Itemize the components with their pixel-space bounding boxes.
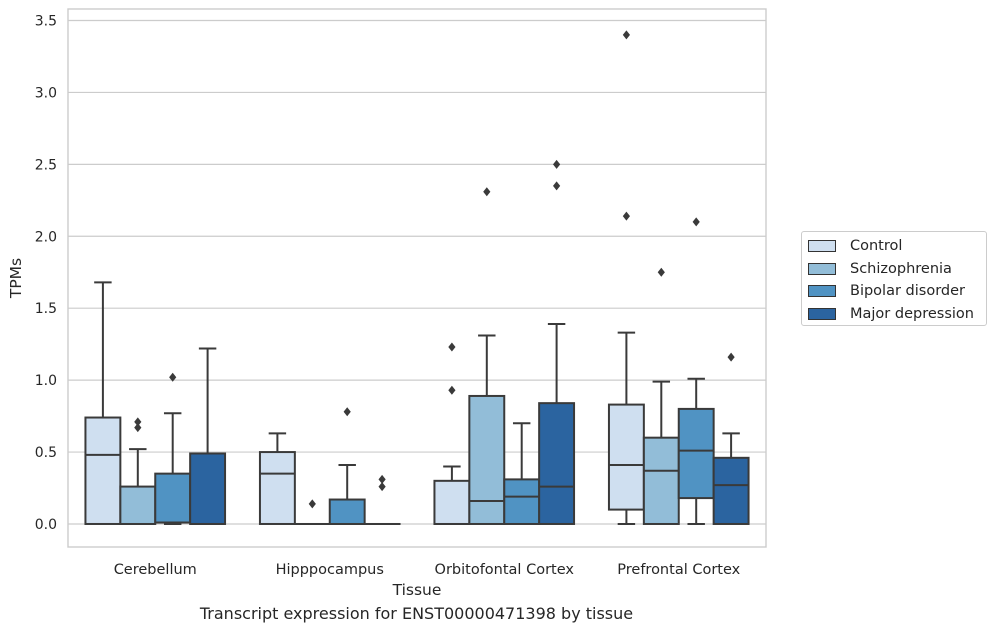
box-body: [119, 485, 157, 525]
box-body: [607, 403, 645, 511]
outlier-point: [308, 499, 316, 509]
plot-area-frame: [67, 8, 767, 548]
x-tick-label: Cerebellum: [114, 562, 197, 578]
box-major-depression-hipppocampus: [363, 474, 401, 525]
box-control-prefrontal-cortex: [607, 30, 645, 525]
x-tick-label: Orbitofontal Cortex: [435, 562, 575, 578]
y-tick-label: 2.0: [35, 229, 57, 245]
legend-swatch-bipolar-disorder: [808, 285, 836, 298]
box-bipolar-disorder-cerebellum: [154, 372, 192, 525]
box-schizophrenia-hipppocampus: [293, 499, 331, 525]
y-tick-label: 3.5: [35, 14, 57, 30]
box-bipolar-disorder-prefrontal-cortex: [677, 217, 715, 525]
box-body: [154, 472, 192, 524]
outlier-point: [553, 159, 561, 169]
box-body: [503, 478, 541, 525]
box-major-depression-cerebellum: [189, 347, 227, 525]
box-body: [468, 394, 506, 525]
box-body: [642, 436, 680, 525]
x-axis-label: Tissue: [392, 581, 442, 599]
legend-item-schizophrenia: Schizophrenia: [808, 258, 986, 281]
y-tick-label: 2.5: [35, 157, 57, 173]
legend: Control Schizophrenia Bipolar disorder M…: [801, 231, 987, 326]
outlier-point: [483, 187, 491, 197]
outlier-point: [448, 385, 456, 395]
outlier-point: [378, 474, 386, 484]
box-body: [712, 456, 750, 525]
box-body: [84, 416, 122, 525]
y-axis-label: TPMs: [7, 258, 25, 299]
box-schizophrenia-cerebellum: [119, 417, 157, 525]
box-body: [189, 452, 227, 525]
legend-label-bipolar-disorder: Bipolar disorder: [850, 283, 965, 300]
outlier-point: [134, 423, 142, 433]
legend-swatch-control: [808, 240, 836, 253]
outlier-point: [378, 482, 386, 492]
legend-item-major-depression: Major depression: [808, 303, 986, 326]
x-tick-label: Prefrontal Cortex: [617, 562, 740, 578]
outlier-point: [622, 211, 630, 221]
box-body: [538, 402, 576, 525]
box-schizophrenia-orbitofontal-cortex: [468, 187, 506, 525]
box-schizophrenia-prefrontal-cortex: [642, 267, 680, 525]
outlier-point: [169, 372, 177, 382]
chart-caption: Transcript expression for ENST0000047139…: [199, 604, 634, 623]
legend-label-schizophrenia: Schizophrenia: [850, 260, 952, 277]
box-body: [258, 451, 296, 525]
outlier-point: [343, 407, 351, 417]
legend-swatch-schizophrenia: [808, 262, 836, 275]
y-tick-label: 3.0: [35, 85, 57, 101]
y-tick-label: 1.5: [35, 301, 57, 317]
box-control-cerebellum: [84, 281, 122, 525]
box-body: [433, 479, 471, 525]
y-tick-label: 0.0: [35, 517, 57, 533]
outlier-point: [134, 417, 142, 427]
box-bipolar-disorder-hipppocampus: [328, 407, 366, 525]
legend-label-major-depression: Major depression: [850, 305, 974, 322]
legend-label-control: Control: [850, 238, 903, 255]
box-major-depression-prefrontal-cortex: [712, 352, 750, 525]
legend-item-control: Control: [808, 235, 986, 258]
box-control-hipppocampus: [258, 432, 296, 525]
box-control-orbitofontal-cortex: [433, 342, 471, 525]
box-bipolar-disorder-orbitofontal-cortex: [503, 422, 541, 525]
outlier-point: [657, 267, 665, 277]
box-body: [677, 407, 715, 500]
outlier-point: [727, 352, 735, 362]
box-body: [328, 498, 366, 525]
outlier-point: [622, 30, 630, 40]
y-tick-label: 1.0: [35, 373, 57, 389]
legend-item-bipolar-disorder: Bipolar disorder: [808, 280, 986, 303]
outlier-point: [692, 217, 700, 227]
y-tick-label: 0.5: [35, 445, 57, 461]
box-major-depression-orbitofontal-cortex: [538, 159, 576, 525]
outlier-point: [553, 181, 561, 191]
outlier-point: [448, 342, 456, 352]
x-tick-label: Hipppocampus: [276, 562, 384, 578]
legend-swatch-major-depression: [808, 307, 836, 320]
